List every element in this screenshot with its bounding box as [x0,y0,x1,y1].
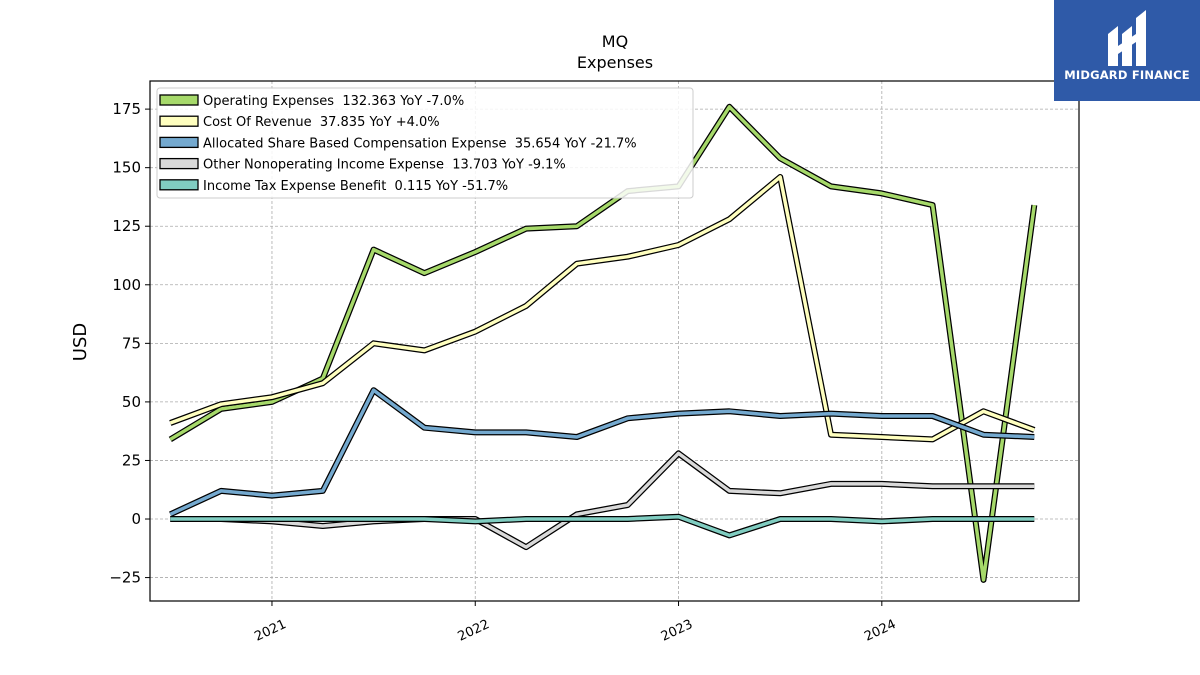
legend: Operating Expenses 132.363 YoY -7.0% Cost… [156,87,694,199]
x-tick-label: 2021 [252,617,288,645]
legend-item: Other Nonoperating Income Expense 13.703… [159,157,566,173]
series-line-outline [169,174,1036,443]
y-tick-label: 100 [112,276,141,294]
series-line [170,451,1035,549]
series-3 [170,450,1035,551]
chart-subtitle: Expenses [577,53,653,72]
legend-swatch [159,179,199,191]
legend-box [156,87,694,199]
legend-label: Income Tax Expense Benefit 0.115 YoY -51… [203,179,508,194]
legend-label: Cost Of Revenue 37.835 YoY +4.0% [203,115,440,130]
series-line [169,175,1035,442]
legend-swatch [159,136,199,149]
x-tick-label: 2024 [862,617,898,645]
series-line [169,105,1037,582]
series-layer [168,103,1038,583]
legend-swatch [159,115,199,127]
series-1 [169,174,1036,443]
y-tick-label: 125 [112,217,141,235]
logo-text: MIDGARD FINANCE [1064,68,1190,82]
legend-label: Other Nonoperating Income Expense 13.703… [203,158,566,173]
y-tick-label: 25 [122,451,141,469]
series-line [170,514,1035,538]
legend-swatch [159,94,199,106]
y-tick-label: 50 [122,393,141,411]
y-tick-label: 150 [112,159,141,177]
legend-item: Operating Expenses 132.363 YoY -7.0% [159,94,464,109]
y-tick-label: −25 [109,569,141,587]
y-tick-label: 175 [112,100,141,118]
legend-item: Allocated Share Based Compensation Expen… [159,136,637,151]
series-4 [170,513,1035,539]
series-2 [169,387,1035,518]
x-tick-label: 2023 [659,617,695,645]
x-tick-label: 2022 [456,617,492,645]
x-ticks: 2021 2022 2023 2024 [252,601,899,645]
plot-frame [149,80,1080,602]
legend-label: Operating Expenses 132.363 YoY -7.0% [203,94,464,109]
legend-item: Cost Of Revenue 37.835 YoY +4.0% [159,115,440,130]
series-line-outline [169,387,1035,518]
chart-title: MQ [602,32,628,51]
y-tick-label: 0 [131,510,141,528]
series-line [169,388,1035,516]
y-axis-label: USD [70,323,91,361]
brand-logo: MIDGARD FINANCE [1054,0,1200,101]
series-0 [168,103,1038,583]
y-tick-label: 75 [122,334,141,352]
y-ticks: −25 0 25 50 75 100 125 150 175 [109,100,150,587]
legend-item: Income Tax Expense Benefit 0.115 YoY -51… [159,179,508,194]
legend-label: Allocated Share Based Compensation Expen… [203,136,637,151]
logo-mark-icon [1108,10,1146,66]
series-line-outline [170,450,1035,551]
legend-swatch [159,157,199,170]
